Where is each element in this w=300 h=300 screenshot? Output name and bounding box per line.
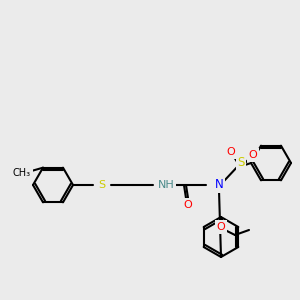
Text: S: S bbox=[237, 157, 245, 169]
Text: O: O bbox=[217, 222, 225, 232]
Text: O: O bbox=[249, 150, 257, 160]
Text: NH: NH bbox=[158, 180, 174, 190]
Text: S: S bbox=[98, 180, 106, 190]
Text: CH₃: CH₃ bbox=[13, 168, 31, 178]
Text: O: O bbox=[184, 200, 192, 210]
Text: N: N bbox=[214, 178, 224, 191]
Text: O: O bbox=[226, 147, 236, 157]
